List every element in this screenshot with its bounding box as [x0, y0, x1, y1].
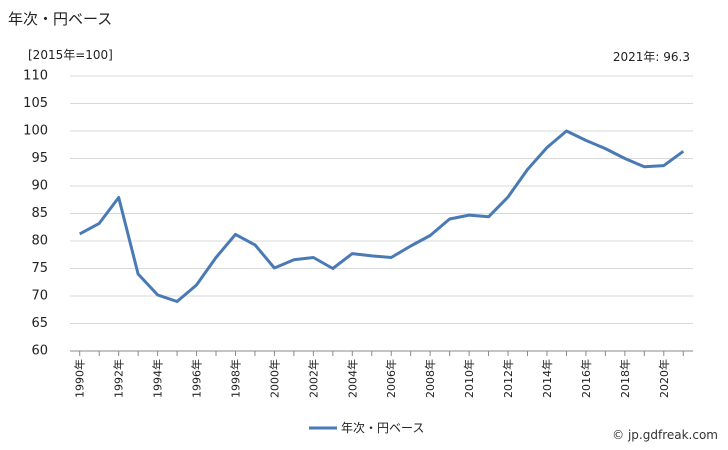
x-tick-label: 1992年: [112, 359, 126, 398]
series-line: [80, 131, 684, 302]
x-tick-label: 2016年: [579, 359, 593, 398]
y-tick-label: 70: [31, 289, 48, 304]
x-axis-ticks: 1990年 1992年 1994年 1996年 1998年 2000年 2002年 2004年…: [73, 351, 684, 398]
y-tick-label: 95: [31, 151, 48, 166]
x-tick-label: 2008年: [423, 359, 437, 398]
y-tick-label: 60: [31, 344, 48, 359]
y-tick-label: 75: [31, 261, 48, 276]
x-tick-label: 1994年: [151, 359, 165, 398]
y-tick-label: 65: [31, 316, 48, 331]
x-tick-label: 1990年: [73, 359, 87, 398]
x-tick-label: 2014年: [540, 359, 554, 398]
y-axis-ticks: 60 65 70 75 80 85 90 95 100 105 110: [23, 69, 48, 359]
y-tick-label: 80: [31, 234, 48, 249]
series-layer: [80, 131, 684, 302]
x-tick-label: 2000年: [267, 359, 281, 398]
x-tick-label: 2002年: [306, 359, 320, 398]
x-tick-label: 1998年: [228, 359, 242, 398]
y-tick-label: 100: [23, 124, 48, 139]
legend: 年次・円ベース: [309, 421, 424, 435]
x-tick-label: 1996年: [190, 359, 204, 398]
x-tick-label: 2020年: [657, 359, 671, 398]
x-tick-label: 2010年: [462, 359, 476, 398]
y-tick-label: 90: [31, 179, 48, 194]
gridlines: [70, 76, 693, 351]
y-tick-label: 105: [23, 96, 48, 111]
x-tick-label: 2018年: [618, 359, 632, 398]
x-tick-label: 2012年: [501, 359, 515, 398]
y-tick-label: 110: [23, 69, 48, 84]
legend-label: 年次・円ベース: [341, 421, 424, 435]
x-tick-label: 2006年: [384, 359, 398, 398]
credit-text: © jp.gdfreak.com: [612, 428, 718, 442]
x-tick-label: 2004年: [345, 359, 359, 398]
y-tick-label: 85: [31, 206, 48, 221]
